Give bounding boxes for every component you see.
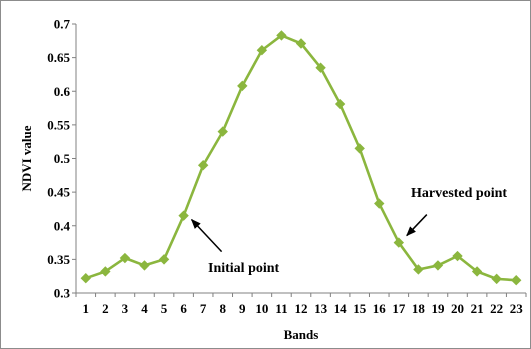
data-point-marker (256, 45, 268, 56)
x-axis-title: Bands (284, 327, 319, 342)
data-point-marker (80, 273, 91, 284)
x-tick-label: 4 (141, 301, 148, 316)
y-tick-label: 0.35 (47, 252, 70, 267)
x-tick-label: 13 (314, 301, 328, 316)
x-tick-label: 6 (180, 301, 187, 316)
x-tick-label: 10 (255, 301, 268, 316)
y-axis-title: NDVI value (19, 125, 34, 191)
x-tick-label: 9 (239, 301, 246, 316)
x-tick-label: 1 (83, 301, 90, 316)
series-layer (80, 30, 522, 286)
x-tick-label: 14 (334, 301, 348, 316)
data-point-marker (119, 252, 131, 264)
y-tick-label: 0.55 (47, 117, 70, 132)
x-tick-label: 20 (451, 301, 464, 316)
x-tick-label: 3 (122, 301, 129, 316)
axes-group: 0.30.350.40.450.50.550.60.650.71 2 3 4 5 6 7 8 9… (47, 17, 527, 316)
data-point-marker (374, 198, 385, 209)
initial-point-label: Initial point (208, 261, 280, 276)
data-point-marker (432, 260, 444, 271)
y-tick-label: 0.65 (47, 50, 70, 65)
x-tick-label: 19 (431, 301, 445, 316)
data-point-marker (413, 264, 424, 275)
data-point-marker (276, 30, 287, 41)
x-tick-label: 22 (490, 301, 503, 316)
series-line (85, 34, 517, 282)
y-tick-label: 0.45 (47, 185, 70, 200)
x-tick-label: 8 (219, 301, 226, 316)
x-tick-label: 21 (471, 301, 484, 316)
x-tick-label: 11 (275, 301, 287, 316)
initial-point-arrow (190, 218, 223, 253)
data-point-marker (471, 266, 483, 277)
x-tick-label: 18 (412, 301, 426, 316)
x-tick-label: 15 (353, 301, 367, 316)
y-tick-label: 0.4 (54, 218, 71, 233)
x-tick-label: 5 (161, 301, 168, 316)
y-tick-label: 0.3 (54, 286, 71, 301)
data-point-marker (139, 260, 150, 271)
data-point-marker (511, 275, 522, 286)
x-tick-label: 17 (392, 301, 406, 316)
data-point-marker (491, 273, 502, 285)
x-tick-label: 16 (373, 301, 387, 316)
x-tick-label: 12 (295, 301, 308, 316)
x-tick-label: 7 (200, 301, 207, 316)
data-point-marker (295, 38, 307, 49)
harvested-point-label: Harvested point (411, 186, 507, 201)
x-tick-label: 23 (510, 301, 524, 316)
data-point-marker (178, 210, 189, 221)
data-point-marker (354, 143, 365, 154)
y-tick-label: 0.6 (54, 84, 71, 99)
harvested-point-arrow (406, 214, 428, 237)
data-point-marker (237, 80, 248, 92)
data-point-marker (217, 126, 228, 137)
annotations-layer: Initial point Harvested point (190, 186, 507, 276)
data-point-marker (393, 237, 405, 248)
y-tick-label: 0.5 (54, 151, 71, 166)
y-tick-label: 0.7 (54, 17, 71, 32)
data-point-marker (315, 62, 326, 73)
data-point-marker (100, 266, 111, 277)
x-tick-label: 2 (102, 301, 109, 316)
data-point-marker (158, 254, 170, 265)
data-point-marker (334, 98, 346, 110)
data-point-marker (197, 160, 209, 171)
data-point-marker (452, 250, 463, 262)
